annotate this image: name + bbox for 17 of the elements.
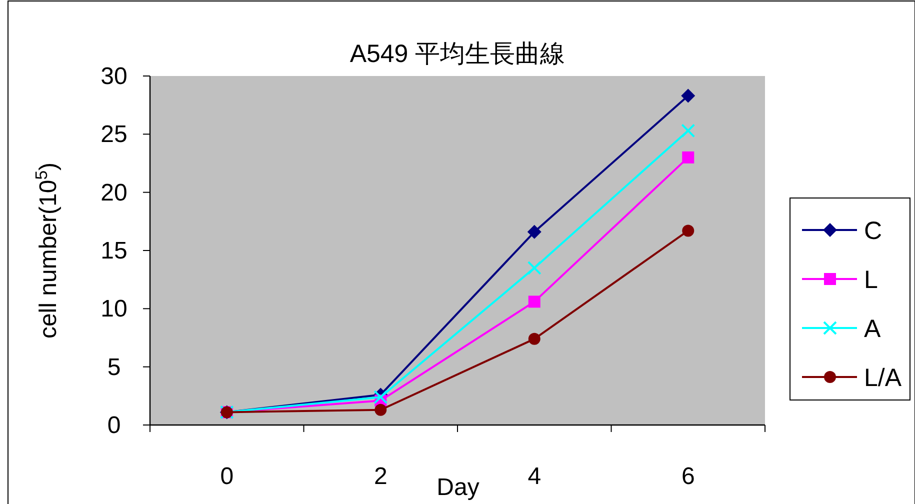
ytick: 5 <box>107 354 121 381</box>
ytick: 15 <box>100 238 128 264</box>
ytick: 10 <box>100 296 128 323</box>
legend-label: C <box>864 217 882 245</box>
xtick: 6 <box>681 463 695 490</box>
ytick: 20 <box>100 179 128 206</box>
ytick: 0 <box>107 412 121 439</box>
xlabel: Day <box>436 474 480 501</box>
legend-label: L/A <box>864 364 902 392</box>
title: A549 平均生長曲線 <box>350 40 566 68</box>
xtick: 0 <box>220 463 234 490</box>
legend-label: A <box>864 315 881 343</box>
legend-label: L <box>864 266 878 294</box>
ytick: 25 <box>100 121 128 148</box>
xtick: 2 <box>374 463 388 490</box>
ytick: 30 <box>100 63 128 90</box>
xtick: 4 <box>528 463 542 490</box>
